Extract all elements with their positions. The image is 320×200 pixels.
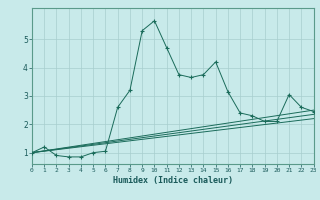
X-axis label: Humidex (Indice chaleur): Humidex (Indice chaleur) <box>113 176 233 185</box>
